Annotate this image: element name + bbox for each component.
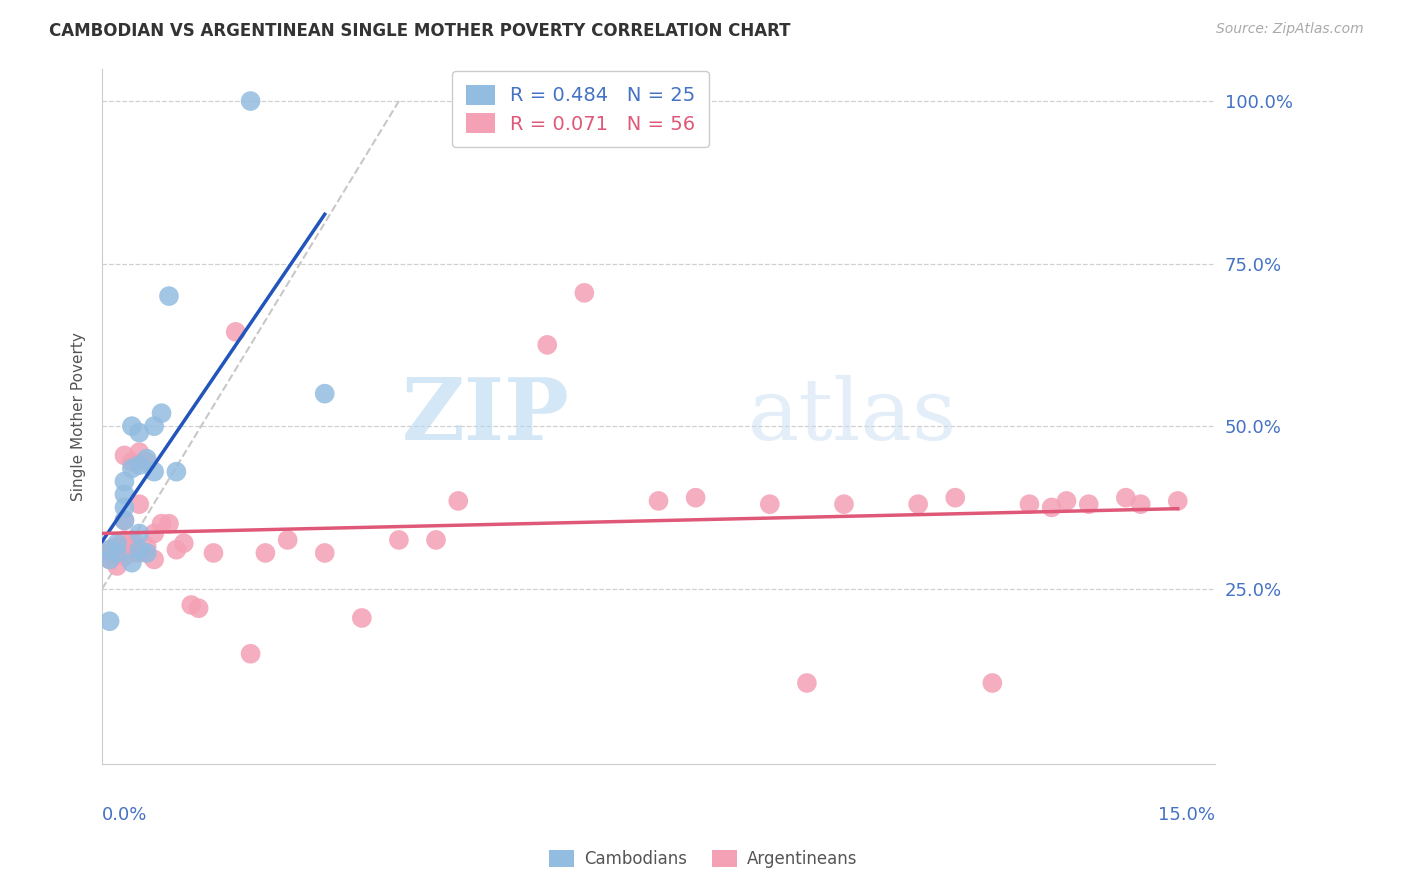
Point — [1167, 494, 1189, 508]
Point — [143, 526, 166, 541]
Point — [128, 497, 150, 511]
Point — [114, 549, 136, 564]
Point — [143, 419, 166, 434]
Point — [105, 546, 128, 560]
Point — [98, 542, 121, 557]
Point — [128, 526, 150, 541]
Text: atlas: atlas — [748, 375, 956, 458]
Point — [105, 540, 128, 554]
Point — [536, 338, 558, 352]
Point — [1129, 497, 1152, 511]
Point — [1040, 500, 1063, 515]
Point — [225, 325, 247, 339]
Point — [143, 465, 166, 479]
Point — [114, 533, 136, 547]
Point — [350, 611, 373, 625]
Point — [135, 540, 157, 554]
Y-axis label: Single Mother Poverty: Single Mother Poverty — [72, 332, 86, 500]
Point — [685, 491, 707, 505]
Point — [388, 533, 411, 547]
Point — [105, 536, 128, 550]
Point — [165, 542, 187, 557]
Point — [981, 676, 1004, 690]
Point — [447, 494, 470, 508]
Point — [239, 94, 262, 108]
Point — [128, 458, 150, 472]
Legend: Cambodians, Argentineans: Cambodians, Argentineans — [543, 843, 863, 875]
Point — [121, 461, 143, 475]
Point — [173, 536, 195, 550]
Point — [759, 497, 782, 511]
Point — [150, 406, 173, 420]
Point — [121, 546, 143, 560]
Point — [128, 425, 150, 440]
Point — [114, 487, 136, 501]
Point — [121, 540, 143, 554]
Point — [128, 542, 150, 557]
Point — [128, 445, 150, 459]
Text: 15.0%: 15.0% — [1159, 806, 1215, 824]
Point — [1115, 491, 1137, 505]
Text: Source: ZipAtlas.com: Source: ZipAtlas.com — [1216, 22, 1364, 37]
Point — [135, 546, 157, 560]
Point — [121, 455, 143, 469]
Point — [98, 552, 121, 566]
Point — [180, 598, 202, 612]
Point — [277, 533, 299, 547]
Point — [114, 475, 136, 489]
Point — [105, 558, 128, 573]
Point — [943, 491, 966, 505]
Point — [135, 546, 157, 560]
Point — [98, 546, 121, 560]
Point — [157, 289, 180, 303]
Point — [202, 546, 225, 560]
Legend: R = 0.484   N = 25, R = 0.071   N = 56: R = 0.484 N = 25, R = 0.071 N = 56 — [453, 71, 709, 147]
Point — [98, 542, 121, 557]
Point — [832, 497, 855, 511]
Point — [314, 546, 336, 560]
Point — [187, 601, 209, 615]
Point — [114, 513, 136, 527]
Point — [314, 386, 336, 401]
Point — [143, 552, 166, 566]
Point — [135, 451, 157, 466]
Point — [425, 533, 447, 547]
Point — [114, 513, 136, 527]
Point — [105, 546, 128, 560]
Point — [574, 285, 596, 300]
Point — [254, 546, 277, 560]
Point — [128, 546, 150, 560]
Point — [239, 647, 262, 661]
Point — [150, 516, 173, 531]
Point — [114, 500, 136, 515]
Point — [121, 533, 143, 547]
Point — [1018, 497, 1040, 511]
Text: CAMBODIAN VS ARGENTINEAN SINGLE MOTHER POVERTY CORRELATION CHART: CAMBODIAN VS ARGENTINEAN SINGLE MOTHER P… — [49, 22, 790, 40]
Point — [647, 494, 669, 508]
Point — [114, 540, 136, 554]
Point — [1077, 497, 1099, 511]
Text: 0.0%: 0.0% — [103, 806, 148, 824]
Point — [1056, 494, 1078, 508]
Point — [907, 497, 929, 511]
Point — [121, 556, 143, 570]
Point — [157, 516, 180, 531]
Point — [135, 455, 157, 469]
Point — [114, 449, 136, 463]
Point — [796, 676, 818, 690]
Point — [98, 614, 121, 628]
Point — [98, 552, 121, 566]
Text: ZIP: ZIP — [402, 375, 569, 458]
Point — [121, 419, 143, 434]
Point — [165, 465, 187, 479]
